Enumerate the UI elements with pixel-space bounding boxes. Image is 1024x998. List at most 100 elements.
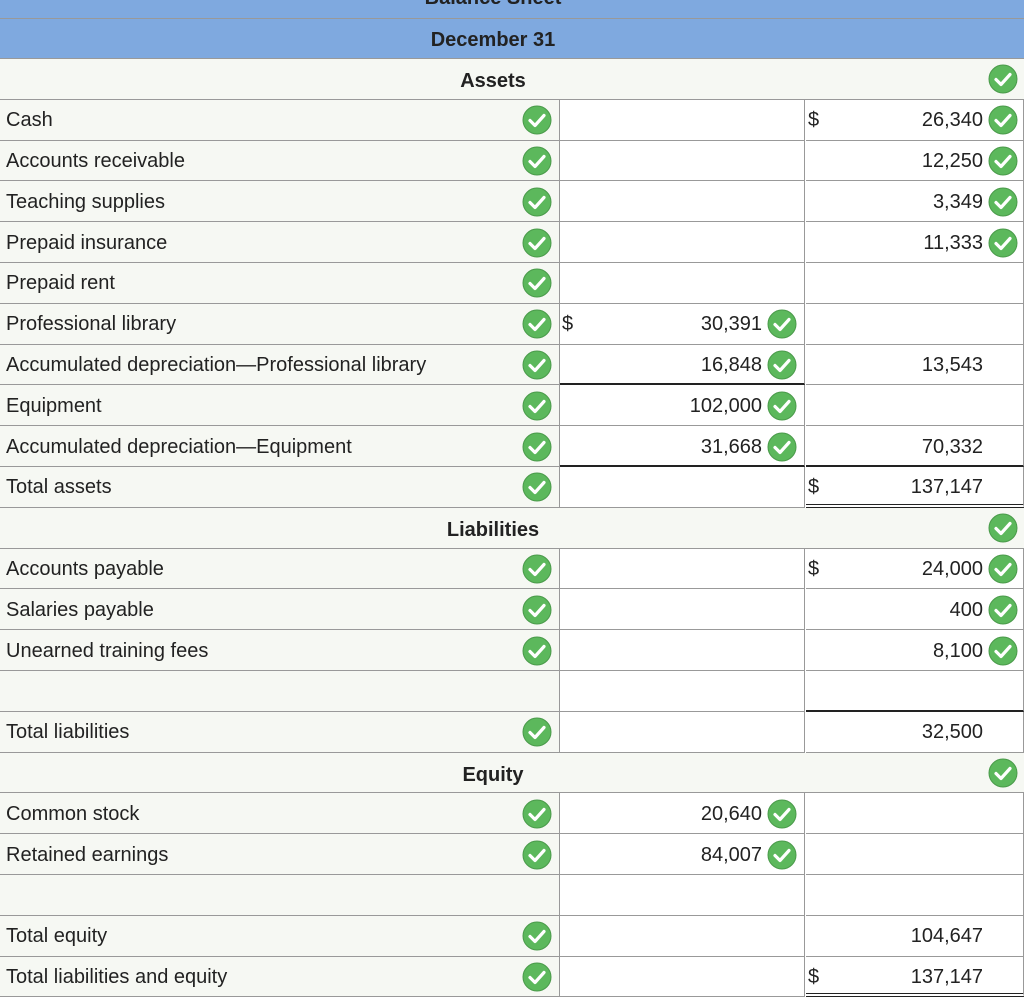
value-cell xyxy=(560,467,805,508)
check-icon xyxy=(988,187,1018,217)
section-title: Liabilities xyxy=(446,518,540,541)
check-icon xyxy=(522,228,552,258)
amount: 24,000 xyxy=(921,558,983,580)
check-icon xyxy=(988,595,1018,625)
value-cell xyxy=(806,263,1024,304)
row-label: Accounts receivable xyxy=(6,150,185,172)
label-cell xyxy=(0,711,560,753)
check-icon xyxy=(988,636,1018,666)
value-cell xyxy=(560,99,805,141)
value-cell xyxy=(560,915,805,957)
label-cell xyxy=(0,467,560,508)
check-icon xyxy=(988,554,1018,584)
row-label: Common stock xyxy=(6,802,140,825)
amount: 400 xyxy=(949,598,983,621)
amount: 31,668 xyxy=(700,435,762,458)
value-cell xyxy=(560,548,805,590)
currency: $ xyxy=(808,558,820,580)
label-cell xyxy=(0,222,560,263)
row-label: Equipment xyxy=(6,394,102,417)
label-cell xyxy=(0,263,560,304)
value-cell xyxy=(806,915,1024,957)
row-label: Accumulated depreciation—Equipment xyxy=(6,435,352,458)
check-icon xyxy=(988,105,1018,135)
label-cell xyxy=(0,875,560,916)
amount: 104,647 xyxy=(910,925,983,948)
section-header xyxy=(0,59,1024,100)
value-cell xyxy=(806,630,1024,671)
label-cell xyxy=(0,181,560,223)
check-icon xyxy=(522,921,552,951)
value-cell xyxy=(560,630,805,671)
row-label: Prepaid insurance xyxy=(6,231,168,254)
check-icon xyxy=(522,472,552,502)
value-cell xyxy=(806,344,1024,386)
check-icon xyxy=(988,758,1018,788)
row-label: Salaries payable xyxy=(6,598,154,621)
value-cell xyxy=(806,181,1024,223)
label-cell xyxy=(0,99,560,141)
label-cell xyxy=(0,793,560,835)
value-cell xyxy=(560,303,805,345)
amount: 11,333 xyxy=(923,231,983,254)
value-cell xyxy=(806,711,1024,753)
check-icon xyxy=(522,309,552,339)
value-cell xyxy=(806,589,1024,631)
check-icon xyxy=(522,187,552,217)
value-cell xyxy=(806,875,1024,916)
divider xyxy=(0,18,1024,19)
label-cell xyxy=(0,956,560,998)
check-icon xyxy=(522,554,552,584)
value-cell xyxy=(560,222,805,263)
amount: 137,147 xyxy=(910,966,983,988)
title: Balance Sheet xyxy=(0,0,986,8)
label-cell xyxy=(0,589,560,631)
check-icon xyxy=(522,432,552,462)
row-label: Professional library xyxy=(6,313,177,336)
check-icon xyxy=(767,309,797,339)
amount: 8,100 xyxy=(932,639,983,662)
amount: 137,147 xyxy=(910,476,983,499)
row-label: Total equity xyxy=(6,925,108,948)
amount: 16,848 xyxy=(700,354,762,376)
value-cell xyxy=(806,426,1024,467)
check-icon xyxy=(522,268,552,298)
value-cell xyxy=(560,263,805,304)
label-cell xyxy=(0,548,560,590)
check-icon xyxy=(522,105,552,135)
value-cell xyxy=(560,875,805,916)
amount: 84,007 xyxy=(700,843,762,866)
check-icon xyxy=(767,350,797,380)
value-cell xyxy=(560,793,805,835)
check-icon xyxy=(767,432,797,462)
label-cell xyxy=(0,915,560,957)
check-icon xyxy=(767,391,797,421)
label-cell xyxy=(0,834,560,875)
date: December 31 xyxy=(430,29,556,51)
value-cell xyxy=(806,793,1024,835)
check-icon xyxy=(522,717,552,747)
value-cell xyxy=(560,426,805,467)
value-cell xyxy=(806,548,1024,590)
section-title: Assets xyxy=(460,70,526,92)
amount: 26,340 xyxy=(921,109,983,132)
row-label: Total liabilities xyxy=(6,721,130,744)
row-label: Prepaid rent xyxy=(6,272,115,295)
row-label: Retained earnings xyxy=(6,843,169,866)
currency: $ xyxy=(808,476,820,499)
value-cell xyxy=(560,140,805,182)
value-cell xyxy=(806,140,1024,182)
value-cell xyxy=(806,671,1024,712)
amount: 30,391 xyxy=(700,313,762,336)
value-cell xyxy=(560,385,805,427)
value-cell xyxy=(560,834,805,875)
check-icon xyxy=(522,962,552,992)
check-icon xyxy=(988,513,1018,543)
row-label: Total assets xyxy=(6,476,112,499)
currency: $ xyxy=(808,109,820,132)
currency: $ xyxy=(562,313,574,336)
value-cell xyxy=(560,589,805,631)
amount: 20,640 xyxy=(700,802,762,825)
value-cell xyxy=(806,99,1024,141)
